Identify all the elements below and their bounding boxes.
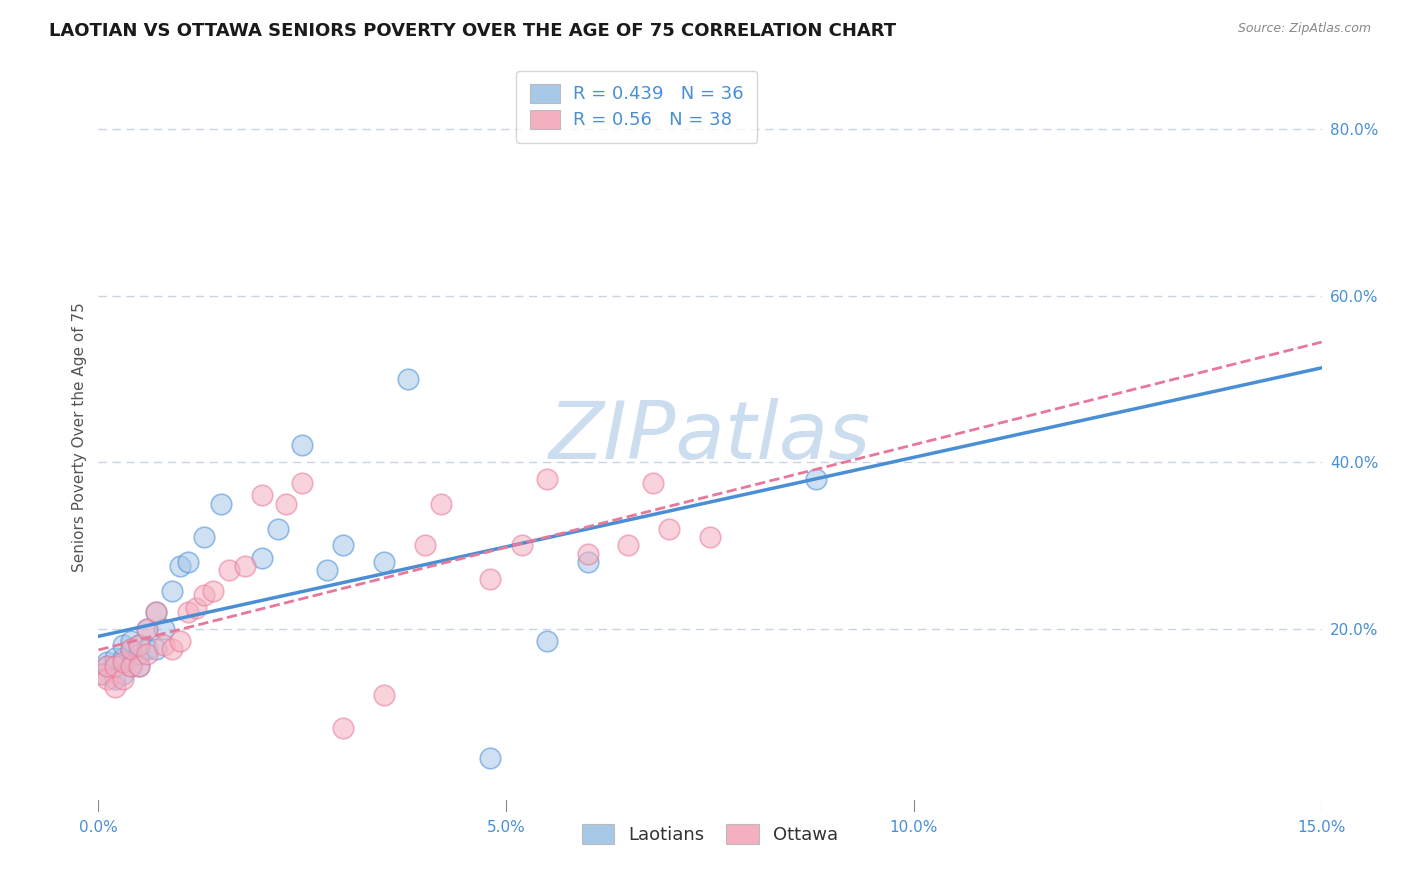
Point: [160, 642, 183, 657]
Point: [641, 475, 664, 490]
Point: [478, 572, 501, 586]
Point: [332, 538, 354, 552]
Point: [145, 605, 167, 619]
Point: [96, 659, 118, 673]
Point: [478, 750, 501, 764]
Point: [128, 638, 150, 652]
Point: [201, 584, 224, 599]
Point: [91, 667, 114, 681]
Point: [250, 550, 273, 565]
Point: [291, 475, 314, 490]
Point: [250, 488, 273, 502]
Point: [104, 672, 127, 686]
Point: [233, 559, 256, 574]
Point: [152, 622, 174, 636]
Point: [267, 522, 290, 536]
Point: [120, 642, 142, 657]
Point: [512, 538, 534, 552]
Point: [617, 538, 640, 552]
Point: [111, 638, 134, 652]
Point: [193, 530, 215, 544]
Point: [120, 642, 142, 657]
Point: [104, 659, 127, 673]
Point: [160, 584, 183, 599]
Point: [104, 650, 127, 665]
Point: [104, 680, 127, 694]
Point: [193, 588, 215, 602]
Point: [120, 659, 142, 673]
Point: [699, 530, 721, 544]
Point: [413, 538, 436, 552]
Point: [136, 647, 159, 661]
Point: [536, 472, 558, 486]
Point: [145, 605, 167, 619]
Point: [96, 672, 118, 686]
Point: [177, 555, 200, 569]
Point: [430, 497, 453, 511]
Point: [274, 497, 297, 511]
Point: [218, 563, 240, 577]
Point: [111, 655, 134, 669]
Point: [96, 659, 118, 673]
Point: [145, 642, 167, 657]
Point: [332, 722, 354, 736]
Point: [91, 667, 114, 681]
Point: [120, 659, 142, 673]
Point: [169, 634, 191, 648]
Point: [804, 472, 827, 486]
Text: LAOTIAN VS OTTAWA SENIORS POVERTY OVER THE AGE OF 75 CORRELATION CHART: LAOTIAN VS OTTAWA SENIORS POVERTY OVER T…: [49, 22, 897, 40]
Legend: Laotians, Ottawa: Laotians, Ottawa: [567, 809, 853, 859]
Point: [536, 634, 558, 648]
Point: [128, 659, 150, 673]
Point: [128, 659, 150, 673]
Point: [111, 650, 134, 665]
Point: [186, 600, 208, 615]
Point: [152, 638, 174, 652]
Point: [120, 634, 142, 648]
Point: [177, 605, 200, 619]
Text: Source: ZipAtlas.com: Source: ZipAtlas.com: [1237, 22, 1371, 36]
Point: [373, 555, 395, 569]
Point: [658, 522, 681, 536]
Point: [111, 667, 134, 681]
Point: [209, 497, 232, 511]
Point: [136, 622, 159, 636]
Point: [373, 688, 395, 702]
Point: [396, 372, 419, 386]
Text: ZIPatlas: ZIPatlas: [548, 398, 872, 476]
Point: [169, 559, 191, 574]
Point: [128, 638, 150, 652]
Point: [104, 659, 127, 673]
Point: [576, 555, 599, 569]
Point: [315, 563, 337, 577]
Y-axis label: Seniors Poverty Over the Age of 75: Seniors Poverty Over the Age of 75: [72, 302, 87, 572]
Point: [576, 547, 599, 561]
Point: [128, 647, 150, 661]
Point: [136, 622, 159, 636]
Point: [111, 672, 134, 686]
Point: [291, 438, 314, 452]
Point: [96, 655, 118, 669]
Point: [136, 642, 159, 657]
